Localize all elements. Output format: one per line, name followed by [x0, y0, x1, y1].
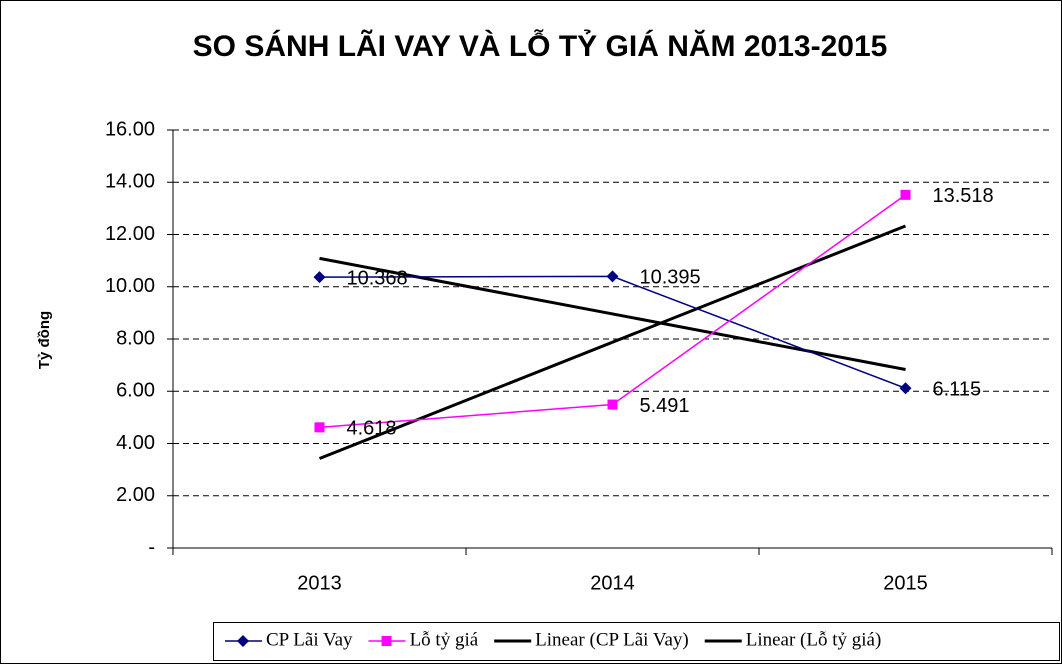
data-label: 5.491	[640, 395, 690, 417]
y-tick-label: 12.00	[105, 223, 155, 245]
data-label: 4.618	[347, 418, 397, 440]
data-label: 13.518	[933, 185, 994, 207]
legend-label: Linear (Lỗ tỷ giá)	[746, 629, 882, 650]
x-tick-label: 2014	[590, 572, 635, 594]
data-point	[900, 189, 911, 200]
y-tick-label: 10.00	[105, 275, 155, 297]
y-tick-label: -	[148, 536, 155, 558]
legend-label: Linear (CP Lãi Vay)	[535, 629, 689, 650]
data-point	[314, 422, 325, 433]
y-tick-label: 2.00	[116, 484, 155, 506]
data-point	[607, 399, 618, 410]
data-label: 10.395	[640, 267, 701, 289]
data-point	[313, 271, 326, 284]
legend-box	[213, 622, 1060, 661]
y-tick-label: 6.00	[116, 380, 155, 402]
legend-label: CP Lãi Vay	[266, 629, 353, 650]
legend-label: Lỗ tỷ giá	[410, 629, 479, 650]
legend-marker	[237, 635, 249, 647]
data-label: 6.115	[933, 379, 982, 401]
y-tick-label: 16.00	[105, 118, 155, 140]
y-tick-label: 4.00	[116, 432, 155, 454]
chart-title: SO SÁNH LÃI VAY VÀ LỖ TỶ GIÁ NĂM 2013-20…	[193, 29, 888, 63]
x-tick-label: 2015	[883, 572, 928, 594]
y-tick-label: 8.00	[116, 327, 155, 349]
y-axis-title: Tỷ đồng	[36, 311, 53, 369]
data-label: 10.368	[347, 267, 408, 289]
x-tick-label: 2013	[297, 572, 342, 594]
legend-marker	[381, 636, 392, 646]
data-point	[606, 270, 619, 283]
y-tick-label: 14.00	[105, 171, 155, 193]
data-point	[899, 382, 912, 395]
